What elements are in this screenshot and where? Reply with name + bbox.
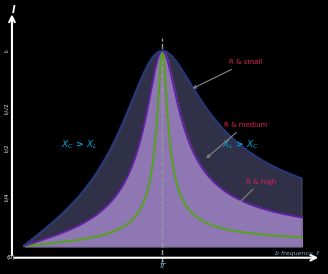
Text: R & medium: R & medium — [207, 122, 267, 158]
Text: R & small: R & small — [194, 59, 262, 88]
Text: $X_C$ > $X_L$: $X_C$ > $X_L$ — [61, 138, 97, 151]
Text: (0): (0) — [6, 255, 15, 260]
Text: I₀/√2: I₀/√2 — [4, 102, 9, 114]
Text: R & high: R & high — [237, 179, 276, 204]
Text: I₀: I₀ — [4, 49, 9, 52]
Text: I₀/2: I₀/2 — [4, 144, 9, 152]
Text: fr: fr — [159, 261, 166, 270]
Text: I: I — [11, 5, 15, 16]
Text: b frequency, f: b frequency, f — [275, 251, 318, 256]
Text: I₀/4: I₀/4 — [4, 193, 9, 201]
Text: $X_L$ > $X_C$: $X_L$ > $X_C$ — [222, 138, 259, 151]
